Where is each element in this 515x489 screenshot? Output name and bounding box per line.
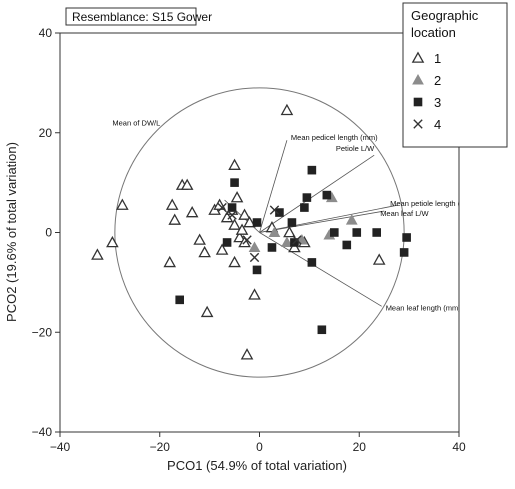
data-points <box>91 103 411 360</box>
y-tick-label: 20 <box>39 126 53 140</box>
y-tick-label: −40 <box>32 425 53 439</box>
point-location-1 <box>280 103 294 116</box>
vector-label: Mean of DW/L <box>112 118 160 127</box>
vector-label: Mean leaf L/W <box>380 209 429 218</box>
point-location-4 <box>217 202 227 213</box>
point-location-1 <box>228 255 241 268</box>
vector-line <box>259 204 399 233</box>
point-location-1 <box>233 230 246 243</box>
legend-title-line-2: location <box>411 25 456 40</box>
point-location-1 <box>228 158 241 170</box>
point-location-3 <box>402 233 411 242</box>
vector-label: Mean petiole length (mm) <box>390 199 476 208</box>
point-location-3 <box>399 248 409 257</box>
vector-label: Mean pedicel length (mm) <box>291 133 378 142</box>
point-location-1 <box>106 235 119 248</box>
legend-title-line-1: Geographic <box>411 8 479 23</box>
vector-line <box>259 232 382 307</box>
x-tick-label: 0 <box>256 440 263 454</box>
point-location-1 <box>165 198 179 210</box>
point-location-1 <box>230 191 244 203</box>
point-location-3 <box>342 240 352 250</box>
y-axis-ticks: 40 20 0 −20 −40 <box>32 26 60 439</box>
point-location-1 <box>243 215 256 228</box>
point-location-4 <box>227 210 237 220</box>
point-location-3 <box>267 243 277 252</box>
point-location-1 <box>240 348 254 360</box>
x-tick-label: 20 <box>353 440 367 454</box>
point-location-3 <box>230 178 239 187</box>
correlation-circle <box>114 87 405 378</box>
point-location-3 <box>175 295 184 305</box>
legend-marker-2 <box>412 73 424 85</box>
point-location-1 <box>238 208 251 220</box>
point-location-1 <box>185 206 199 218</box>
x-axis-label: PCO1 (54.9% of total variation) <box>167 458 347 473</box>
point-location-1 <box>193 233 206 245</box>
legend-box <box>402 2 508 148</box>
resemblance-box <box>65 7 197 26</box>
y-axis-label: PCO2 (19.6% of total variation) <box>4 142 19 322</box>
vector-label: Mean leaf length (mm) <box>386 303 462 312</box>
legend-label-3: 3 <box>434 95 441 110</box>
point-location-1 <box>91 248 104 260</box>
point-location-4 <box>249 252 260 263</box>
x-tick-label: −20 <box>150 440 171 454</box>
point-location-2 <box>281 236 293 248</box>
vector-line <box>259 140 288 233</box>
point-location-1 <box>372 253 386 265</box>
point-location-1 <box>200 305 214 318</box>
point-location-4 <box>269 205 280 215</box>
point-location-3 <box>300 203 309 212</box>
vector-label: Petiole L/W <box>336 144 375 153</box>
point-location-3 <box>322 190 332 200</box>
legend: Geographic location 1 2 3 4 <box>402 2 508 148</box>
y-tick-label: 0 <box>45 226 52 240</box>
point-location-3 <box>307 165 317 175</box>
resemblance-note: Resemblance: S15 Gower <box>72 10 212 24</box>
point-location-1 <box>228 218 241 230</box>
point-location-1 <box>198 245 211 258</box>
point-location-3 <box>252 265 262 275</box>
point-location-1 <box>180 178 194 190</box>
y-tick-label: −20 <box>32 325 53 339</box>
point-location-1 <box>116 198 129 210</box>
point-location-3 <box>372 228 382 237</box>
legend-marker-3 <box>413 97 423 107</box>
point-location-3 <box>330 228 339 237</box>
point-location-1 <box>163 255 177 268</box>
y-tick-label: 40 <box>39 26 53 40</box>
point-location-1 <box>248 288 261 300</box>
legend-marker-4 <box>413 119 423 129</box>
point-location-3 <box>352 228 362 237</box>
point-location-3 <box>307 258 317 267</box>
point-location-2 <box>345 214 358 225</box>
point-location-3 <box>275 208 284 217</box>
point-location-3 <box>252 218 262 227</box>
point-location-3 <box>287 218 297 227</box>
point-location-1 <box>168 213 182 225</box>
legend-label-2: 2 <box>434 73 441 88</box>
x-tick-label: 40 <box>452 440 466 454</box>
point-location-3 <box>222 238 232 247</box>
point-location-1 <box>235 223 249 235</box>
point-location-1 <box>283 225 296 238</box>
vector-line <box>259 210 385 233</box>
point-location-3 <box>317 325 327 335</box>
point-location-4 <box>292 235 302 245</box>
legend-label-4: 4 <box>434 117 441 132</box>
point-location-4 <box>242 235 252 245</box>
vector-line <box>259 154 375 233</box>
x-tick-label: −40 <box>50 440 71 454</box>
point-location-2 <box>248 241 261 253</box>
legend-label-1: 1 <box>434 51 441 66</box>
point-location-1 <box>215 243 229 255</box>
point-location-3 <box>302 193 312 202</box>
legend-marker-1 <box>411 51 425 63</box>
point-location-2 <box>268 226 281 238</box>
x-axis-ticks: −40 −20 0 20 40 <box>50 432 466 454</box>
point-location-3 <box>227 203 237 212</box>
